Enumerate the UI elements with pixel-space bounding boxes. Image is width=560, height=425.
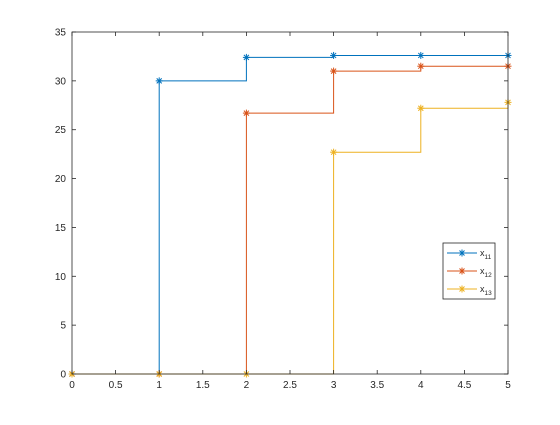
data-point-x11-2 bbox=[242, 53, 250, 61]
legend-label: x12 bbox=[480, 266, 492, 279]
legend: x11 x12 x13 bbox=[442, 242, 496, 300]
data-point-x11-1 bbox=[155, 77, 163, 85]
data-point-x13-4 bbox=[417, 104, 425, 112]
x-tick-label: 4.5 bbox=[457, 380, 471, 391]
x-tick-label: 0.5 bbox=[109, 380, 123, 391]
y-tick-label: 20 bbox=[55, 174, 67, 185]
x-tick-label: 3 bbox=[331, 380, 337, 391]
legend-item-x13: x13 bbox=[447, 284, 492, 297]
legend-marker bbox=[458, 285, 466, 293]
legend-marker bbox=[458, 267, 466, 275]
x-tick-label: 0 bbox=[69, 380, 75, 391]
data-point-x12-2 bbox=[242, 109, 250, 117]
legend-label: x11 bbox=[480, 248, 492, 261]
legend-item-x11: x11 bbox=[447, 248, 492, 261]
legend-marker bbox=[458, 249, 466, 257]
y-tick-label: 25 bbox=[55, 125, 67, 136]
data-point-x11-4 bbox=[417, 51, 425, 59]
y-tick-label: 30 bbox=[55, 76, 67, 87]
data-point-x12-4 bbox=[417, 62, 425, 70]
data-point-x11-3 bbox=[330, 51, 338, 59]
y-tick-label: 10 bbox=[55, 272, 67, 283]
data-point-x12-3 bbox=[330, 67, 338, 75]
x-tick-label: 2 bbox=[244, 380, 250, 391]
x-tick-label: 1.5 bbox=[196, 380, 210, 391]
x-tick-label: 1 bbox=[156, 380, 162, 391]
x-tick-label: 5 bbox=[505, 380, 511, 391]
x-tick-label: 2.5 bbox=[283, 380, 297, 391]
legend-item-x12: x12 bbox=[447, 266, 492, 279]
data-point-x13-3 bbox=[330, 148, 338, 156]
y-tick-label: 0 bbox=[60, 370, 66, 381]
y-tick-label: 5 bbox=[60, 321, 66, 332]
axes-layer: 0 0.5 1 1.5 2 2.5 3 3.5 4 4.5 5 0 5 10 15 20 25 30 35 bbox=[55, 28, 511, 392]
x-tick-label: 3.5 bbox=[370, 380, 384, 391]
x-tick-label: 4 bbox=[418, 380, 424, 391]
y-tick-label: 35 bbox=[55, 28, 67, 39]
legend-label: x13 bbox=[480, 284, 492, 297]
y-tick-label: 15 bbox=[55, 223, 67, 234]
plot-area bbox=[72, 32, 508, 374]
